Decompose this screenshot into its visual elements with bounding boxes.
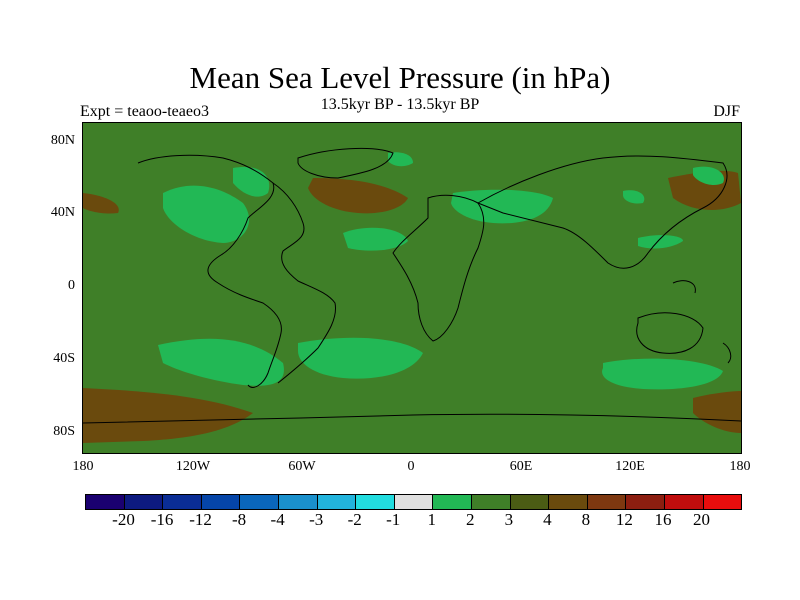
colorbar-swatch [510,495,550,509]
southern-ocean-brown-west [83,388,253,443]
colorbar-label: 3 [504,510,514,529]
colorbar-swatch [549,495,588,509]
colorbar-swatch [356,495,395,509]
colorbar-label: -20 [112,510,135,529]
colorbar-swatch [664,495,704,509]
atlantic-green [343,227,408,251]
positive-anomaly-regions [158,152,724,390]
new-zealand-coast [722,342,732,364]
australia-coast [636,312,704,354]
north-america-green [163,185,250,243]
antarctica-coast [83,413,741,424]
lon-label-180w: 180 [72,459,94,474]
colorbar-swatch [626,495,665,509]
colorbar-swatch [278,495,318,509]
colorbar-swatch [471,495,511,509]
colorbar-label: 12 [615,510,633,529]
season-label: DJF [713,103,740,120]
colorbar-label: -1 [386,510,401,529]
colorbar-swatch [124,495,164,509]
lon-label-120e: 120E [615,459,645,474]
lat-label-40n: 40N [50,205,75,220]
experiment-label: Expt = teaoo-teaeo3 [80,103,209,120]
greenland-coast [297,147,394,179]
lat-label-eq: 0 [68,278,75,293]
colorbar-swatch [433,495,472,509]
central-asia-green [623,190,645,204]
south-indian-green [602,358,723,390]
lon-label-0: 0 [407,459,415,474]
lon-label-120w: 120W [175,459,211,474]
colorbar [85,494,742,510]
colorbar-swatch [317,495,357,509]
colorbar-swatch [86,495,125,509]
colorbar-label: -4 [270,510,285,529]
south-atlantic-green [298,337,423,379]
greenland-green [388,152,413,167]
eurasia-green [451,189,553,224]
colorbar-swatch [240,495,279,509]
lat-label-40s: 40S [53,351,75,366]
eurasia-coast [476,155,728,269]
colorbar-label: -2 [347,510,362,529]
colorbar-label: 8 [581,510,591,529]
plot-subtitle: 13.5kyr BP - 13.5kyr BP [320,96,480,113]
north-atlantic-brown [308,178,408,214]
map-panel [82,122,742,454]
plot-title: Mean Sea Level Pressure (in hPa) [189,60,611,95]
colorbar-label: -12 [189,510,212,529]
south-pacific-green [158,338,284,386]
colorbar-label: 1 [427,510,437,529]
coastlines [83,147,741,424]
colorbar-label: -8 [232,510,247,529]
kamchatka-green [693,166,724,186]
colorbar-swatch [201,495,241,509]
lon-label-180e: 180 [729,459,751,474]
colorbar-label: -3 [309,510,324,529]
lat-label-80n: 80N [50,133,75,148]
colorbar-label: 2 [466,510,475,529]
colorbar-swatch [587,495,627,509]
colorbar-swatch [703,495,742,509]
pacific-green [638,235,683,249]
southern-ocean-brown-east [693,391,741,433]
colorbar-label: 4 [543,510,552,529]
indonesia-coast [672,280,696,294]
colorbar-label: 20 [692,510,710,529]
colorbar-swatch [163,495,202,509]
north-pacific-brown [83,193,119,214]
lon-label-60e: 60E [509,459,533,474]
americas-east-coast [272,182,337,384]
americas-west-coast [137,154,282,388]
lat-label-80s: 80S [53,424,75,439]
africa-coast [392,194,485,342]
lon-label-60w: 60W [288,459,316,474]
colorbar-label: -16 [150,510,174,529]
colorbar-label: 16 [654,510,672,529]
colorbar-swatch [394,495,434,509]
world-map [83,123,741,453]
